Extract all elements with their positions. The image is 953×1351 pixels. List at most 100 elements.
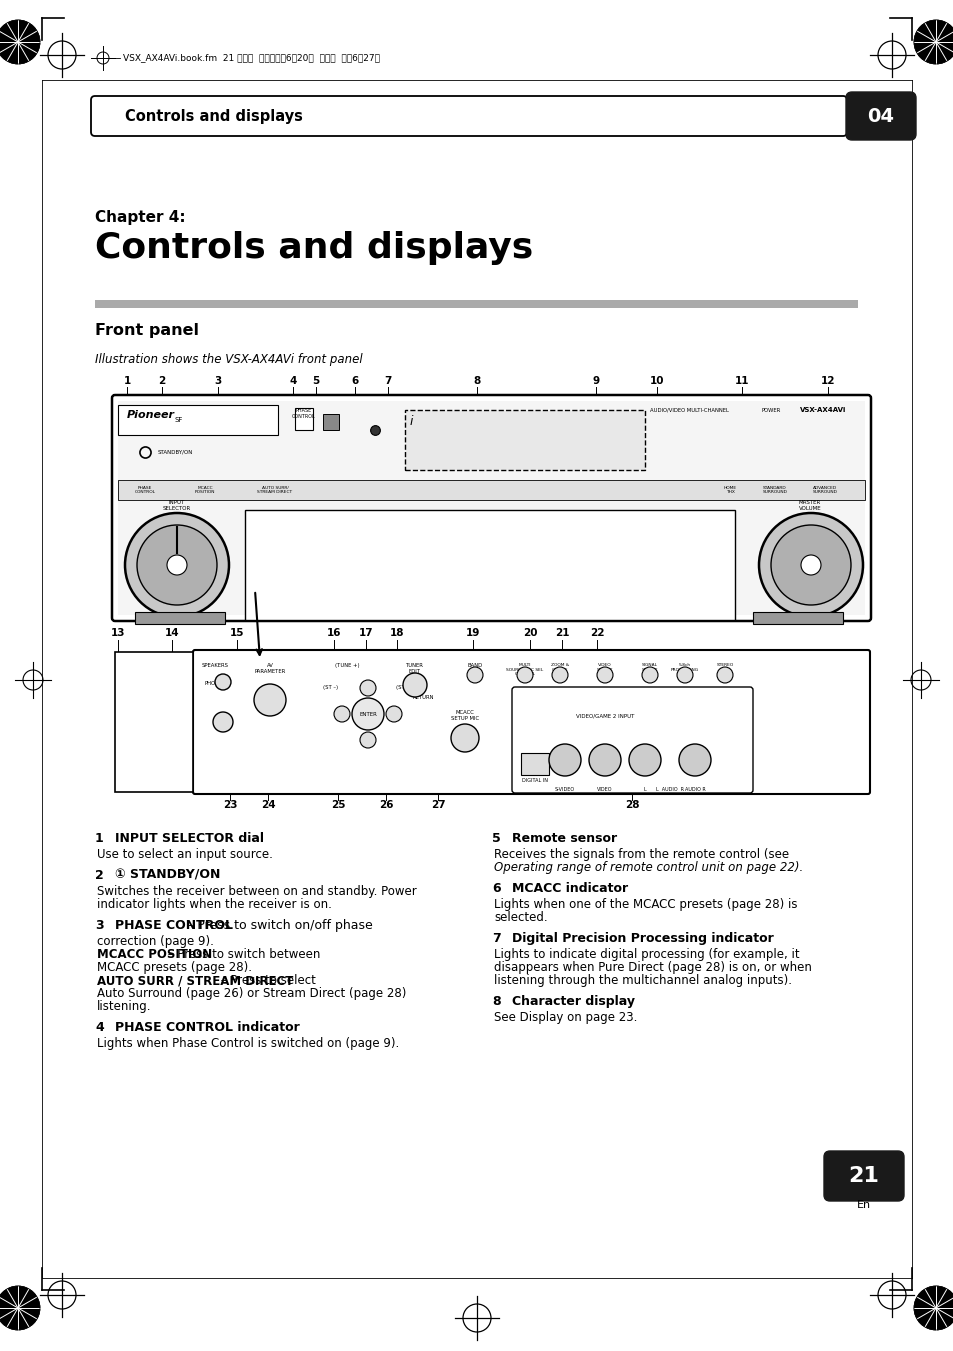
Bar xyxy=(752,612,842,624)
Bar xyxy=(245,509,734,620)
Circle shape xyxy=(770,526,850,605)
Text: (ST –): (ST –) xyxy=(323,685,338,690)
Text: 13: 13 xyxy=(111,628,125,638)
Text: INPUT SELECTOR dial: INPUT SELECTOR dial xyxy=(115,832,264,844)
Bar xyxy=(135,612,225,624)
Text: 5: 5 xyxy=(312,376,319,386)
Text: MCACC
SETUP MIC: MCACC SETUP MIC xyxy=(451,711,478,721)
Text: (ST +): (ST +) xyxy=(396,685,413,690)
FancyBboxPatch shape xyxy=(823,1151,903,1201)
Text: listening through the multichannel analog inputs).: listening through the multichannel analo… xyxy=(494,974,791,988)
Text: AUTO SURR/
STREAM DIRECT: AUTO SURR/ STREAM DIRECT xyxy=(257,486,293,494)
Circle shape xyxy=(677,667,692,684)
Text: PHASE CONTROL indicator: PHASE CONTROL indicator xyxy=(115,1021,299,1034)
Text: MCACC POSITION: MCACC POSITION xyxy=(97,948,212,961)
Text: SETUP: SETUP xyxy=(261,689,278,694)
Text: PHASE
CONTROL: PHASE CONTROL xyxy=(292,408,315,419)
Circle shape xyxy=(214,674,231,690)
Bar xyxy=(118,405,277,435)
FancyBboxPatch shape xyxy=(112,394,870,621)
Text: Front panel: Front panel xyxy=(95,323,199,338)
Text: AUTO SURR / STREAM DIRECT: AUTO SURR / STREAM DIRECT xyxy=(97,974,294,988)
FancyBboxPatch shape xyxy=(845,92,915,141)
Text: 2: 2 xyxy=(158,376,166,386)
Text: correction (page 9).: correction (page 9). xyxy=(97,935,213,948)
Text: VIDEO: VIDEO xyxy=(597,788,612,792)
Text: VSX_AX4AVi.book.fm  21 ページ  ２００５年6月20日  月曜日  午後6時27分: VSX_AX4AVi.book.fm 21 ページ ２００５年6月20日 月曜日… xyxy=(123,54,379,62)
Text: SPEAKERS: SPEAKERS xyxy=(201,663,229,667)
Text: ADVANCED
SURROUND: ADVANCED SURROUND xyxy=(812,486,837,494)
Circle shape xyxy=(641,667,658,684)
Text: STEREO: STEREO xyxy=(716,663,733,667)
Text: – Press to select: – Press to select xyxy=(216,974,315,988)
Bar xyxy=(520,753,548,775)
Text: listening.: listening. xyxy=(97,1000,152,1013)
Text: 8: 8 xyxy=(473,376,480,386)
Text: ZOOM &
ON/OFF: ZOOM & ON/OFF xyxy=(550,663,569,671)
Circle shape xyxy=(552,667,567,684)
Text: MCACC presets (page 28).: MCACC presets (page 28). xyxy=(97,961,252,974)
Bar xyxy=(405,409,644,470)
Text: 4: 4 xyxy=(95,1021,104,1034)
Text: 22: 22 xyxy=(589,628,603,638)
Text: S-VIDEO: S-VIDEO xyxy=(555,788,575,792)
Text: L: L xyxy=(643,788,646,792)
Circle shape xyxy=(359,732,375,748)
Text: Controls and displays: Controls and displays xyxy=(125,108,302,123)
Text: 4: 4 xyxy=(289,376,296,386)
Text: 24: 24 xyxy=(260,800,275,811)
Text: En: En xyxy=(856,1200,870,1210)
Text: 15: 15 xyxy=(230,628,244,638)
Text: 04: 04 xyxy=(866,107,894,126)
Text: Switches the receiver between on and standby. Power: Switches the receiver between on and sta… xyxy=(97,885,416,898)
Text: selected.: selected. xyxy=(494,911,547,924)
Text: indicator lights when the receiver is on.: indicator lights when the receiver is on… xyxy=(97,898,332,911)
Text: 10: 10 xyxy=(649,376,663,386)
Bar xyxy=(118,480,864,500)
Text: 1: 1 xyxy=(123,376,131,386)
Bar xyxy=(294,408,313,430)
Circle shape xyxy=(125,513,229,617)
Text: MCACC
POSITION: MCACC POSITION xyxy=(194,486,215,494)
Circle shape xyxy=(467,667,482,684)
Circle shape xyxy=(352,698,384,730)
Text: AUDIO/VIDEO MULTI-CHANNEL: AUDIO/VIDEO MULTI-CHANNEL xyxy=(649,408,728,413)
Circle shape xyxy=(0,1286,40,1329)
Circle shape xyxy=(597,667,613,684)
Circle shape xyxy=(167,555,187,576)
Text: 5.8ch
PROCESSING: 5.8ch PROCESSING xyxy=(670,663,699,671)
Text: SIGNAL
SELECT: SIGNAL SELECT xyxy=(641,663,658,671)
Circle shape xyxy=(717,667,732,684)
Text: RETURN: RETURN xyxy=(412,694,434,700)
FancyBboxPatch shape xyxy=(512,688,752,793)
Text: Operating range of remote control unit on page 22).: Operating range of remote control unit o… xyxy=(494,861,802,874)
Text: MASTER
VOLUME: MASTER VOLUME xyxy=(798,500,821,511)
Text: 28: 28 xyxy=(624,800,639,811)
Circle shape xyxy=(588,744,620,775)
Text: BAND: BAND xyxy=(467,663,482,667)
Text: L  AUDIO  R: L AUDIO R xyxy=(656,788,683,792)
FancyBboxPatch shape xyxy=(193,650,869,794)
Text: Lights to indicate digital processing (for example, it: Lights to indicate digital processing (f… xyxy=(494,948,799,961)
Circle shape xyxy=(913,1286,953,1329)
Text: Lights when one of the MCACC presets (page 28) is: Lights when one of the MCACC presets (pa… xyxy=(494,898,797,911)
Text: 26: 26 xyxy=(378,800,393,811)
Text: Receives the signals from the remote control (see: Receives the signals from the remote con… xyxy=(494,848,788,861)
Text: 7: 7 xyxy=(492,932,500,944)
Text: STANDBY/ON: STANDBY/ON xyxy=(158,450,193,454)
Text: 8: 8 xyxy=(492,994,500,1008)
Circle shape xyxy=(386,707,401,721)
Circle shape xyxy=(759,513,862,617)
Text: Use to select an input source.: Use to select an input source. xyxy=(97,848,273,861)
Text: Auto Surround (page 26) or Stream Direct (page 28): Auto Surround (page 26) or Stream Direct… xyxy=(97,988,406,1000)
Text: Illustration shows the VSX-AX4AVi front panel: Illustration shows the VSX-AX4AVi front … xyxy=(95,353,362,366)
Text: VSX-AX4AVi: VSX-AX4AVi xyxy=(800,407,845,413)
Text: 16: 16 xyxy=(327,628,341,638)
Text: 3: 3 xyxy=(95,919,104,932)
FancyBboxPatch shape xyxy=(91,96,846,136)
Text: 23: 23 xyxy=(222,800,237,811)
Text: i: i xyxy=(410,415,413,428)
Text: VIDEO/GAME 2 INPUT: VIDEO/GAME 2 INPUT xyxy=(576,713,634,717)
Text: AV
PARAMETER: AV PARAMETER xyxy=(254,663,285,674)
Text: 27: 27 xyxy=(430,800,445,811)
